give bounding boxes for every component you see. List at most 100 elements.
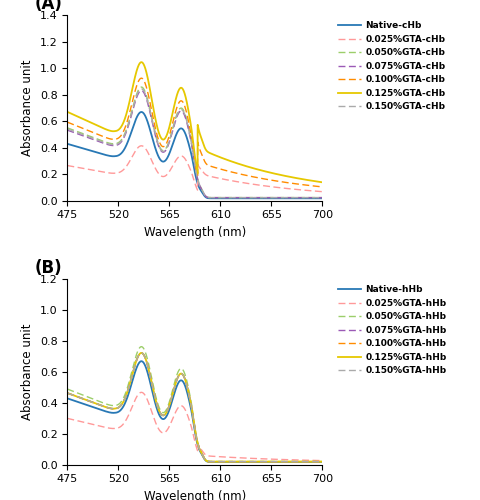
0.025%GTA-cHb bbox=[64, 162, 70, 168]
0.050%GTA-hHb bbox=[77, 391, 83, 397]
Native-cHb bbox=[312, 196, 317, 202]
0.025%GTA-cHb bbox=[265, 184, 271, 190]
0.075%GTA-cHb bbox=[64, 127, 70, 133]
0.025%GTA-hHb bbox=[319, 458, 324, 464]
0.150%GTA-hHb bbox=[188, 404, 194, 409]
0.050%GTA-cHb bbox=[214, 194, 220, 200]
0.150%GTA-cHb bbox=[64, 126, 70, 132]
Line: 0.100%GTA-cHb: 0.100%GTA-cHb bbox=[67, 78, 322, 187]
0.150%GTA-cHb bbox=[265, 194, 271, 200]
0.100%GTA-cHb bbox=[64, 119, 70, 125]
Native-cHb bbox=[188, 152, 194, 158]
0.050%GTA-hHb bbox=[312, 458, 317, 464]
Y-axis label: Absorbance unit: Absorbance unit bbox=[21, 324, 34, 420]
0.075%GTA-hHb bbox=[312, 458, 317, 464]
0.125%GTA-hHb bbox=[188, 404, 194, 409]
0.075%GTA-hHb bbox=[138, 350, 144, 356]
Native-hHb bbox=[181, 382, 187, 388]
0.075%GTA-cHb bbox=[265, 194, 271, 200]
Line: 0.075%GTA-cHb: 0.075%GTA-cHb bbox=[67, 90, 322, 198]
0.125%GTA-cHb bbox=[181, 90, 187, 96]
0.100%GTA-hHb bbox=[181, 376, 187, 382]
0.025%GTA-hHb bbox=[77, 418, 83, 424]
0.150%GTA-cHb bbox=[77, 131, 83, 137]
0.100%GTA-cHb bbox=[77, 124, 83, 130]
0.150%GTA-hHb bbox=[265, 458, 271, 464]
0.100%GTA-cHb bbox=[181, 103, 187, 109]
Legend: Native-cHb, 0.025%GTA-cHb, 0.050%GTA-cHb, 0.075%GTA-cHb, 0.100%GTA-cHb, 0.125%GT: Native-cHb, 0.025%GTA-cHb, 0.050%GTA-cHb… bbox=[334, 18, 448, 115]
0.150%GTA-hHb bbox=[64, 390, 70, 396]
Line: 0.125%GTA-cHb: 0.125%GTA-cHb bbox=[67, 62, 322, 182]
0.025%GTA-hHb bbox=[181, 406, 187, 412]
0.075%GTA-hHb bbox=[319, 458, 324, 464]
0.075%GTA-cHb bbox=[138, 88, 144, 94]
0.075%GTA-cHb bbox=[181, 112, 187, 118]
0.075%GTA-hHb bbox=[214, 458, 220, 464]
Native-cHb bbox=[214, 196, 220, 202]
X-axis label: Wavelength (nm): Wavelength (nm) bbox=[144, 490, 245, 500]
Native-hHb bbox=[214, 459, 220, 465]
0.025%GTA-hHb bbox=[312, 458, 317, 464]
0.125%GTA-hHb bbox=[181, 376, 187, 382]
Line: 0.050%GTA-cHb: 0.050%GTA-cHb bbox=[67, 87, 322, 198]
0.125%GTA-cHb bbox=[312, 178, 317, 184]
Native-hHb bbox=[64, 396, 70, 402]
0.075%GTA-hHb bbox=[64, 390, 70, 396]
0.125%GTA-cHb bbox=[64, 109, 70, 115]
Native-hHb bbox=[312, 459, 317, 465]
0.100%GTA-hHb bbox=[64, 390, 70, 396]
0.150%GTA-cHb bbox=[181, 112, 187, 117]
0.125%GTA-hHb bbox=[312, 458, 317, 464]
0.100%GTA-cHb bbox=[312, 183, 317, 189]
0.050%GTA-cHb bbox=[319, 194, 324, 200]
0.025%GTA-hHb bbox=[312, 458, 317, 464]
Y-axis label: Absorbance unit: Absorbance unit bbox=[21, 60, 34, 156]
0.100%GTA-hHb bbox=[312, 458, 317, 464]
Line: Native-hHb: Native-hHb bbox=[67, 361, 322, 462]
0.075%GTA-hHb bbox=[181, 376, 187, 382]
0.100%GTA-hHb bbox=[319, 458, 324, 464]
0.125%GTA-cHb bbox=[265, 169, 271, 175]
Line: 0.025%GTA-cHb: 0.025%GTA-cHb bbox=[67, 146, 322, 192]
0.150%GTA-cHb bbox=[319, 194, 324, 200]
0.025%GTA-cHb bbox=[188, 169, 194, 175]
Native-cHb bbox=[312, 196, 317, 202]
0.100%GTA-cHb bbox=[319, 184, 324, 190]
Native-hHb bbox=[188, 408, 194, 414]
0.025%GTA-cHb bbox=[319, 188, 324, 194]
0.100%GTA-cHb bbox=[188, 134, 194, 140]
0.075%GTA-hHb bbox=[188, 404, 194, 409]
0.075%GTA-cHb bbox=[319, 194, 324, 200]
0.050%GTA-cHb bbox=[188, 138, 194, 144]
0.150%GTA-hHb bbox=[138, 350, 144, 356]
0.100%GTA-hHb bbox=[214, 458, 220, 464]
Native-cHb bbox=[265, 196, 271, 202]
Line: 0.050%GTA-hHb: 0.050%GTA-hHb bbox=[67, 346, 322, 462]
0.100%GTA-hHb bbox=[188, 404, 194, 409]
Native-cHb bbox=[319, 196, 324, 202]
0.050%GTA-cHb bbox=[64, 125, 70, 131]
0.125%GTA-cHb bbox=[77, 115, 83, 121]
0.150%GTA-hHb bbox=[319, 458, 324, 464]
Native-cHb bbox=[181, 129, 187, 135]
Line: 0.075%GTA-hHb: 0.075%GTA-hHb bbox=[67, 353, 322, 462]
0.100%GTA-hHb bbox=[138, 350, 144, 356]
0.075%GTA-hHb bbox=[312, 458, 317, 464]
0.025%GTA-hHb bbox=[138, 390, 144, 396]
0.150%GTA-cHb bbox=[138, 86, 144, 92]
Native-hHb bbox=[138, 358, 144, 364]
0.050%GTA-cHb bbox=[312, 194, 317, 200]
Text: (A): (A) bbox=[34, 0, 62, 13]
0.150%GTA-hHb bbox=[214, 458, 220, 464]
0.150%GTA-hHb bbox=[312, 458, 317, 464]
0.050%GTA-hHb bbox=[188, 400, 194, 406]
Native-hHb bbox=[265, 459, 271, 465]
0.150%GTA-hHb bbox=[181, 376, 187, 382]
Line: 0.100%GTA-hHb: 0.100%GTA-hHb bbox=[67, 353, 322, 462]
0.075%GTA-hHb bbox=[265, 458, 271, 464]
0.150%GTA-cHb bbox=[214, 194, 220, 200]
0.150%GTA-hHb bbox=[77, 395, 83, 401]
0.125%GTA-hHb bbox=[77, 395, 83, 401]
0.050%GTA-hHb bbox=[64, 386, 70, 392]
0.100%GTA-hHb bbox=[77, 395, 83, 401]
